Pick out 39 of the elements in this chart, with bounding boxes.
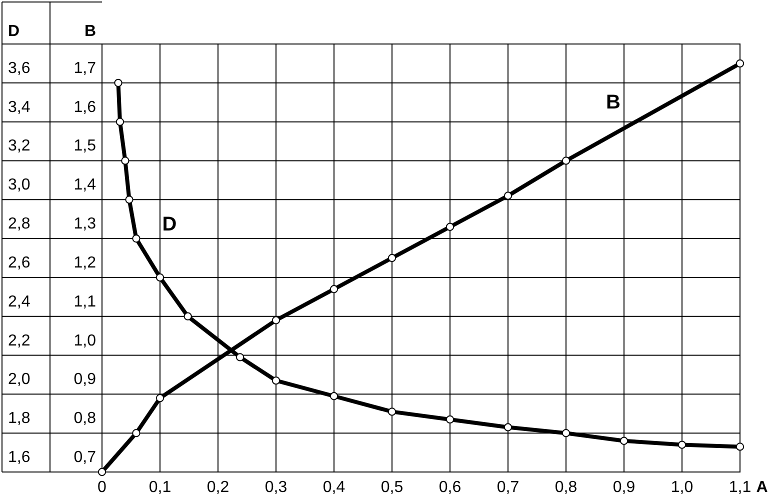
x-tick-label: 0,8 — [554, 479, 578, 496]
y2-tick-label: 1,4 — [74, 176, 96, 194]
y-tick-label: 1,8 — [8, 410, 30, 428]
y2-tick-label: 1,5 — [74, 138, 96, 155]
y-axis-title: D — [8, 23, 20, 40]
x-tick-label: 1,1 — [728, 479, 752, 496]
y2-tick-label: 1,3 — [74, 216, 96, 233]
y2-tick-label: 1,6 — [74, 98, 96, 116]
x-tick-label: 0,7 — [496, 479, 520, 496]
y2-tick-label: 1,2 — [74, 254, 96, 272]
x-tick-label: 0,5 — [380, 479, 404, 496]
y2-tick-label: 0,7 — [74, 449, 96, 466]
x-axis-title: A — [756, 479, 768, 496]
y-tick-label: 2,2 — [8, 332, 30, 350]
y2-tick-label: 1,0 — [74, 332, 96, 350]
x-tick-label: 0,2 — [206, 479, 230, 496]
x-tick-label: 0,1 — [148, 479, 172, 496]
x-tick-label: 0 — [98, 479, 107, 496]
y2-tick-label: 1,7 — [74, 60, 96, 77]
x-tick-label: 1,0 — [670, 479, 694, 496]
y-tick-label: 2,8 — [8, 216, 30, 233]
x-tick-label: 0,3 — [264, 479, 288, 496]
y-tick-label: 3,0 — [8, 176, 30, 194]
series-label: D — [162, 214, 177, 236]
y-tick-label: 2,0 — [8, 371, 30, 388]
y-tick-label: 2,6 — [8, 254, 30, 272]
x-tick-label: 0,6 — [438, 479, 462, 496]
y2-tick-label: 0,8 — [74, 410, 96, 428]
y-tick-label: 3,4 — [8, 98, 30, 116]
y2-tick-label: 1,1 — [74, 293, 96, 310]
y2-axis-title: B — [84, 23, 96, 40]
y-tick-label: 2,4 — [8, 293, 30, 310]
y-tick-label: 1,6 — [8, 449, 30, 466]
x-tick-label: 0,9 — [612, 479, 636, 496]
y-tick-label: 3,2 — [8, 138, 30, 155]
series-label: B — [606, 92, 620, 114]
y2-tick-label: 0,9 — [74, 371, 96, 388]
x-tick-label: 0,4 — [322, 479, 346, 496]
y-tick-label: 3,6 — [8, 60, 30, 77]
